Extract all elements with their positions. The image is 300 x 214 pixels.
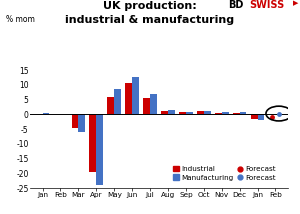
Bar <box>179 112 186 114</box>
Bar <box>161 111 168 114</box>
Text: BD: BD <box>228 0 243 10</box>
Bar <box>251 114 257 119</box>
Text: industrial & manufacturing: industrial & manufacturing <box>65 15 235 25</box>
Bar <box>43 113 49 114</box>
Bar <box>132 77 139 114</box>
Bar <box>197 111 204 114</box>
Bar <box>114 89 121 114</box>
Bar <box>143 98 150 114</box>
Bar <box>240 112 246 114</box>
Legend: Industrial, Manufacturing, Forecast, Forecast: Industrial, Manufacturing, Forecast, For… <box>169 163 279 183</box>
Bar <box>89 114 96 172</box>
Bar <box>96 114 103 185</box>
Bar <box>215 113 222 114</box>
Text: % mom: % mom <box>6 15 35 24</box>
Text: UK production:: UK production: <box>103 1 197 11</box>
Bar <box>168 110 175 114</box>
Bar <box>150 94 157 114</box>
Bar <box>257 114 264 120</box>
Bar <box>204 111 211 114</box>
Text: ▶: ▶ <box>292 0 298 6</box>
Bar <box>107 97 114 114</box>
Bar <box>125 83 132 114</box>
Bar <box>72 114 78 128</box>
Bar <box>186 112 193 114</box>
Bar <box>78 114 85 132</box>
Text: SWISS: SWISS <box>249 0 284 10</box>
Bar <box>222 112 229 114</box>
Bar <box>233 113 240 114</box>
